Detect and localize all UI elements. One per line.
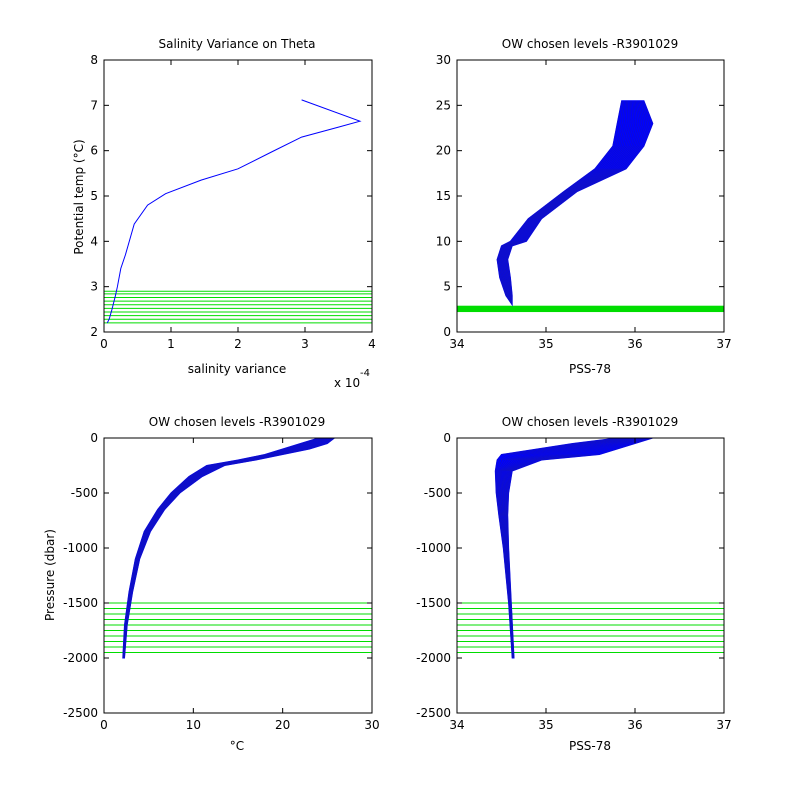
x-tick-label: 35 [538, 337, 553, 351]
x-tick-label: 37 [716, 337, 731, 351]
y-tick-label: -2500 [416, 706, 451, 720]
y-tick-label: -2500 [63, 706, 98, 720]
profile-line [497, 100, 624, 305]
chart-title: Salinity Variance on Theta [159, 37, 316, 51]
x-axis-label: salinity variance [188, 362, 287, 376]
profile-line [498, 100, 626, 305]
y-tick-label: 15 [436, 189, 451, 203]
x-axis-label: PSS-78 [569, 362, 611, 376]
x-tick-label: 35 [538, 718, 553, 732]
profile-line [507, 438, 653, 659]
y-tick-label: -2000 [416, 651, 451, 665]
y-tick-label: -500 [424, 486, 451, 500]
axes-content [104, 438, 372, 659]
x-tick-label: 1 [167, 337, 175, 351]
axes-content [457, 438, 724, 659]
y-tick-label: -1000 [416, 541, 451, 555]
y-tick-label: 30 [436, 53, 451, 67]
y-tick-label: 3 [90, 280, 98, 294]
x-exponent-power: -4 [360, 368, 370, 379]
y-tick-label: 0 [90, 431, 98, 445]
panel-salinity-pressure: OW chosen levels -R3901029 PSS-78 34 35 36… [416, 415, 732, 753]
profile-line [504, 100, 644, 305]
axes-frame [103, 437, 373, 714]
x-tick-label: 0 [100, 718, 108, 732]
y-tick-label: -500 [71, 486, 98, 500]
level-band [457, 305, 724, 313]
x-tick-label: 34 [449, 718, 464, 732]
x-tick-label: 3 [301, 337, 309, 351]
panel-salinity-theta: OW chosen levels -R3901029 PSS-78 34 35 36… [436, 37, 732, 376]
profile-line [500, 100, 632, 305]
axes-frame [456, 437, 725, 714]
series-line [106, 99, 362, 324]
profile-line [497, 100, 625, 305]
profile-line [503, 100, 640, 305]
profile-line [503, 100, 642, 305]
chart-title: OW chosen levels -R3901029 [502, 37, 678, 51]
y-axis-label: Pressure (dbar) [43, 529, 57, 621]
profile-line [499, 100, 627, 305]
profile-line [496, 100, 622, 305]
x-tick-label: 20 [275, 718, 290, 732]
y-tick-label: -1000 [63, 541, 98, 555]
y-tick-label: 5 [90, 189, 98, 203]
profile-line [499, 100, 629, 305]
y-tick-label: 10 [436, 234, 451, 248]
x-tick-label: 0 [100, 337, 108, 351]
x-tick-label: 36 [627, 337, 642, 351]
panel-salinity-variance: Salinity Variance on Theta salinity vari… [72, 37, 376, 390]
y-tick-label: 25 [436, 98, 451, 112]
profile-line [502, 100, 636, 305]
y-tick-label: 6 [90, 144, 98, 158]
profile-line [505, 100, 648, 305]
chart-title: OW chosen levels -R3901029 [502, 415, 678, 429]
plot-area-bl: 0 10 20 30 -2500 -2000 -1500 -1000 -500 0 [63, 431, 380, 732]
x-axis-label: °C [230, 739, 244, 753]
profile-line [507, 100, 654, 305]
x-tick-label: 30 [364, 718, 379, 732]
profile-line [500, 100, 630, 305]
x-tick-label: 37 [716, 718, 731, 732]
profile-line [506, 100, 652, 305]
y-tick-label: 8 [90, 53, 98, 67]
panel-temperature-pressure: OW chosen levels -R3901029 °C Pressure (… [43, 415, 380, 753]
y-tick-label: -2000 [63, 651, 98, 665]
y-tick-label: 0 [443, 325, 451, 339]
profile-line [505, 100, 646, 305]
profile-line [124, 438, 335, 659]
x-axis-label: PSS-78 [569, 739, 611, 753]
y-tick-label: -1500 [416, 596, 451, 610]
profile-line [506, 100, 650, 305]
x-tick-label: 36 [627, 718, 642, 732]
y-tick-label: 5 [443, 280, 451, 294]
axes-background [457, 60, 724, 332]
x-tick-label: 10 [186, 718, 201, 732]
x-tick-label: 34 [449, 337, 464, 351]
axes-content [457, 100, 724, 313]
profile-line [502, 100, 638, 305]
y-tick-label: -1500 [63, 596, 98, 610]
axes-background [104, 60, 372, 332]
y-tick-label: 4 [90, 234, 98, 248]
x-exponent-label: x 10 [334, 376, 360, 390]
plot-area-tl: 0 1 2 3 4 2 3 4 5 6 7 8 [90, 53, 375, 351]
y-tick-label: 2 [90, 325, 98, 339]
x-tick-label: 2 [234, 337, 242, 351]
x-tick-label: 4 [368, 337, 376, 351]
chart-title: OW chosen levels -R3901029 [149, 415, 325, 429]
y-tick-label: 0 [443, 431, 451, 445]
y-tick-label: 20 [436, 144, 451, 158]
axes-background [104, 438, 372, 713]
plot-area-tr: 34 35 36 37 0 5 10 15 20 25 30 [436, 53, 732, 351]
profile-line [501, 100, 634, 305]
y-tick-label: 7 [90, 98, 98, 112]
y-axis-label: Potential temp (°C) [72, 139, 86, 254]
axes-content [104, 99, 372, 324]
plot-area-br: 34 35 36 37 -2500 -2000 -1500 -1000 -500 0 [416, 431, 732, 732]
